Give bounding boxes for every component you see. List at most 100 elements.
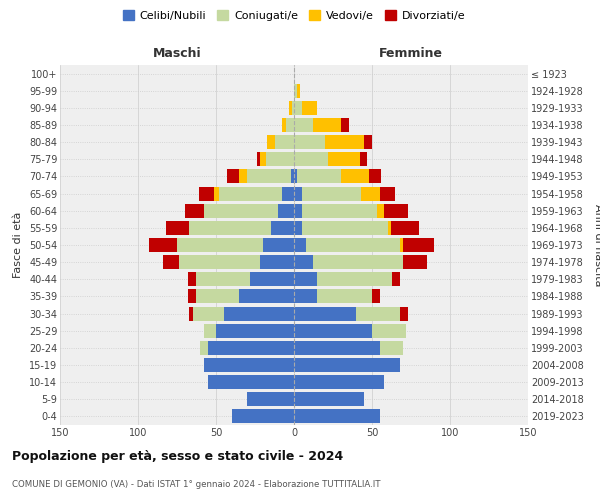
Bar (372, 290, 380, 304)
Bar (247, 392, 294, 406)
Bar (268, 135, 275, 149)
Bar (281, 186, 294, 200)
Bar (247, 170, 291, 183)
Bar (317, 272, 392, 286)
Bar (291, 170, 294, 183)
Bar (203, 358, 294, 372)
Bar (294, 306, 356, 320)
Y-axis label: Anni di nascita: Anni di nascita (593, 204, 600, 286)
Bar (190, 221, 271, 235)
Bar (369, 170, 382, 183)
Bar (400, 306, 408, 320)
Bar (391, 221, 419, 235)
Bar (281, 118, 286, 132)
Bar (313, 118, 341, 132)
Bar (203, 324, 216, 338)
Bar (294, 410, 380, 424)
Bar (294, 272, 317, 286)
Bar (317, 290, 372, 304)
Bar (257, 152, 260, 166)
Bar (188, 272, 196, 286)
Bar (294, 290, 317, 304)
Bar (232, 410, 294, 424)
Bar (166, 221, 190, 235)
Text: Popolazione per età, sesso e stato civile - 2024: Popolazione per età, sesso e stato civil… (12, 450, 343, 463)
Bar (294, 392, 364, 406)
Bar (294, 341, 380, 355)
Bar (302, 101, 317, 115)
Bar (364, 135, 372, 149)
Bar (278, 204, 294, 218)
Bar (380, 341, 403, 355)
Bar (196, 272, 250, 286)
Bar (227, 170, 239, 183)
Bar (294, 152, 328, 166)
Legend: Celibi/Nubili, Coniugati/e, Vedovi/e, Divorziati/e: Celibi/Nubili, Coniugati/e, Vedovi/e, Di… (118, 6, 470, 25)
Bar (388, 221, 391, 235)
Bar (356, 306, 400, 320)
Bar (239, 290, 294, 304)
Bar (208, 341, 294, 355)
Bar (200, 341, 208, 355)
Bar (190, 306, 193, 320)
Bar (294, 358, 400, 372)
Bar (214, 186, 219, 200)
Bar (341, 118, 349, 132)
Bar (294, 324, 372, 338)
Bar (294, 186, 302, 200)
Bar (260, 152, 266, 166)
Y-axis label: Fasce di età: Fasce di età (13, 212, 23, 278)
Bar (263, 238, 294, 252)
Bar (377, 204, 385, 218)
Bar (341, 170, 369, 183)
Bar (289, 101, 292, 115)
Bar (380, 186, 395, 200)
Bar (294, 101, 302, 115)
Bar (219, 186, 281, 200)
Bar (294, 170, 297, 183)
Bar (294, 238, 307, 252)
Bar (359, 152, 367, 166)
Bar (208, 375, 294, 389)
Bar (400, 238, 403, 252)
Bar (294, 118, 313, 132)
Bar (275, 135, 294, 149)
Bar (224, 306, 294, 320)
Bar (302, 186, 361, 200)
Bar (307, 238, 400, 252)
Bar (294, 375, 385, 389)
Bar (250, 272, 294, 286)
Bar (294, 221, 302, 235)
Bar (203, 204, 278, 218)
Bar (292, 101, 294, 115)
Bar (260, 255, 294, 269)
Bar (216, 324, 294, 338)
Bar (149, 238, 177, 252)
Bar (193, 306, 224, 320)
Bar (361, 186, 380, 200)
Bar (199, 186, 214, 200)
Bar (297, 84, 300, 98)
Bar (372, 324, 406, 338)
Bar (297, 170, 341, 183)
Bar (328, 152, 359, 166)
Bar (392, 272, 400, 286)
Bar (239, 170, 247, 183)
Text: COMUNE DI GEMONIO (VA) - Dati ISTAT 1° gennaio 2024 - Elaborazione TUTTITALIA.IT: COMUNE DI GEMONIO (VA) - Dati ISTAT 1° g… (12, 480, 380, 489)
Bar (403, 238, 434, 252)
Bar (177, 238, 263, 252)
Bar (266, 152, 294, 166)
Text: Maschi: Maschi (152, 47, 202, 60)
Bar (302, 221, 388, 235)
Bar (179, 255, 260, 269)
Text: Femmine: Femmine (379, 47, 443, 60)
Bar (286, 118, 294, 132)
Bar (294, 204, 302, 218)
Bar (294, 135, 325, 149)
Bar (325, 135, 364, 149)
Bar (188, 290, 196, 304)
Bar (185, 204, 203, 218)
Bar (196, 290, 239, 304)
Bar (294, 255, 313, 269)
Bar (271, 221, 294, 235)
